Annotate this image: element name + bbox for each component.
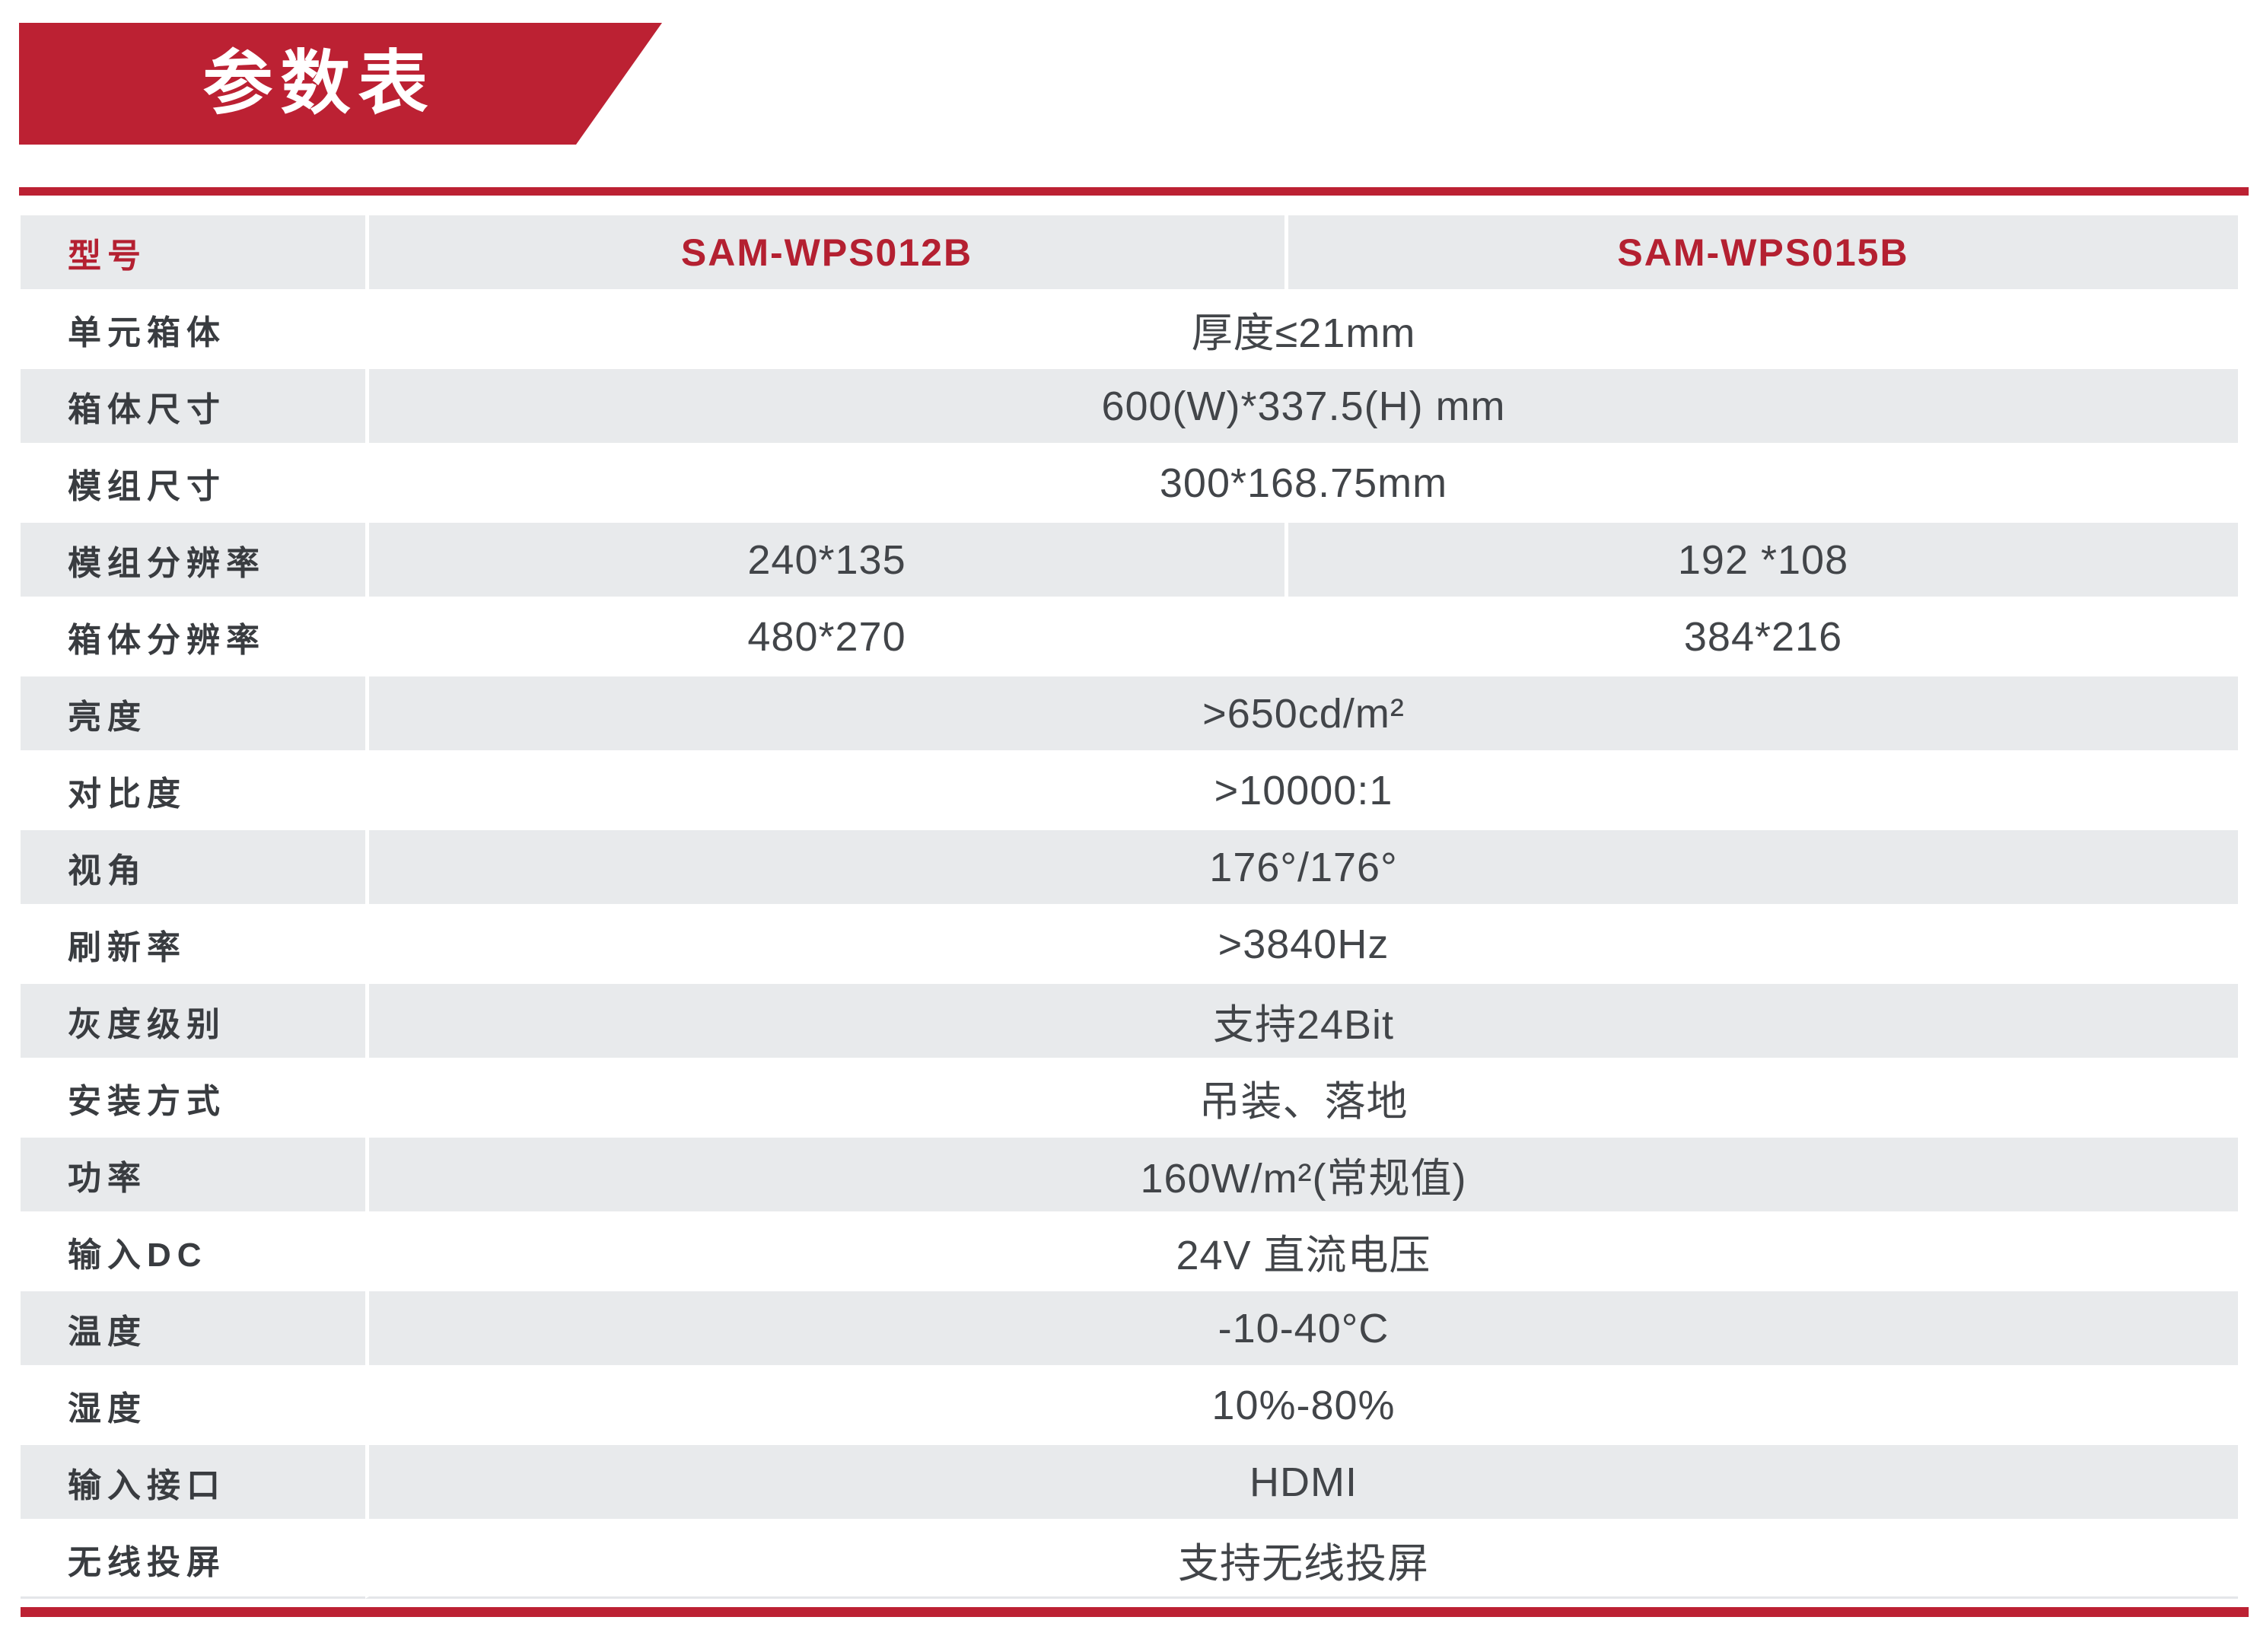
- model-a-cell: SAM-WPS012B: [365, 215, 1284, 292]
- row-value: 10%-80%: [365, 1368, 2238, 1445]
- row-label: 模组分辨率: [21, 523, 365, 600]
- row-value: 支持24Bit: [365, 984, 2238, 1061]
- row-value-a: 480*270: [365, 600, 1284, 676]
- row-value: 300*168.75mm: [365, 446, 2238, 523]
- row-value: >650cd/m²: [365, 676, 2238, 753]
- table-row: 对比度 >10000:1: [21, 753, 2238, 830]
- table-row: 输入接口 HDMI: [21, 1445, 2238, 1522]
- row-label: 输入DC: [21, 1214, 365, 1291]
- title-banner: 参数表: [19, 23, 662, 145]
- row-label: 输入接口: [21, 1445, 365, 1522]
- row-value: >10000:1: [365, 753, 2238, 830]
- row-label: 湿度: [21, 1368, 365, 1445]
- row-label: 单元箱体: [21, 292, 365, 369]
- spec-table: 型号 SAM-WPS012B SAM-WPS015B 单元箱体 厚度≤21mm …: [21, 215, 2238, 1599]
- row-value-b: 384*216: [1284, 600, 2238, 676]
- row-label: 视角: [21, 830, 365, 907]
- row-label: 温度: [21, 1291, 365, 1368]
- row-label: 模组尺寸: [21, 446, 365, 523]
- row-value-a: 240*135: [365, 523, 1284, 600]
- model-b-cell: SAM-WPS015B: [1284, 215, 2238, 292]
- top-divider-bar: [19, 187, 2249, 196]
- row-label: 对比度: [21, 753, 365, 830]
- table-row: 无线投屏 支持无线投屏: [21, 1522, 2238, 1599]
- table-row: 输入DC 24V 直流电压: [21, 1214, 2238, 1291]
- row-label: 箱体尺寸: [21, 369, 365, 446]
- row-label: 安装方式: [21, 1061, 365, 1138]
- row-label: 功率: [21, 1138, 365, 1214]
- table-row: 模组尺寸 300*168.75mm: [21, 446, 2238, 523]
- row-value: 吊装、落地: [365, 1061, 2238, 1138]
- row-value: 160W/m²(常规值): [365, 1138, 2238, 1214]
- table-row: 温度 -10-40°C: [21, 1291, 2238, 1368]
- row-value: 24V 直流电压: [365, 1214, 2238, 1291]
- row-label: 刷新率: [21, 907, 365, 984]
- row-value: >3840Hz: [365, 907, 2238, 984]
- row-label: 亮度: [21, 676, 365, 753]
- row-value: HDMI: [365, 1445, 2238, 1522]
- row-label-model: 型号: [21, 215, 365, 292]
- row-label: 灰度级别: [21, 984, 365, 1061]
- table-row: 灰度级别 支持24Bit: [21, 984, 2238, 1061]
- table-row: 刷新率 >3840Hz: [21, 907, 2238, 984]
- row-value-b: 192 *108: [1284, 523, 2238, 600]
- row-value: 厚度≤21mm: [365, 292, 2238, 369]
- table-row: 功率 160W/m²(常规值): [21, 1138, 2238, 1214]
- table-row: 单元箱体 厚度≤21mm: [21, 292, 2238, 369]
- row-value: 600(W)*337.5(H) mm: [365, 369, 2238, 446]
- table-row: 箱体分辨率 480*270 384*216: [21, 600, 2238, 676]
- bottom-divider-bar: [21, 1607, 2249, 1617]
- table-row: 箱体尺寸 600(W)*337.5(H) mm: [21, 369, 2238, 446]
- row-value: 支持无线投屏: [365, 1522, 2238, 1599]
- table-row: 湿度 10%-80%: [21, 1368, 2238, 1445]
- page-title: 参数表: [202, 45, 436, 123]
- row-label: 无线投屏: [21, 1522, 365, 1599]
- row-value: 176°/176°: [365, 830, 2238, 907]
- table-row: 亮度 >650cd/m²: [21, 676, 2238, 753]
- table-row-model: 型号 SAM-WPS012B SAM-WPS015B: [21, 215, 2238, 292]
- table-row: 安装方式 吊装、落地: [21, 1061, 2238, 1138]
- table-row: 模组分辨率 240*135 192 *108: [21, 523, 2238, 600]
- row-label: 箱体分辨率: [21, 600, 365, 676]
- row-value: -10-40°C: [365, 1291, 2238, 1368]
- table-row: 视角 176°/176°: [21, 830, 2238, 907]
